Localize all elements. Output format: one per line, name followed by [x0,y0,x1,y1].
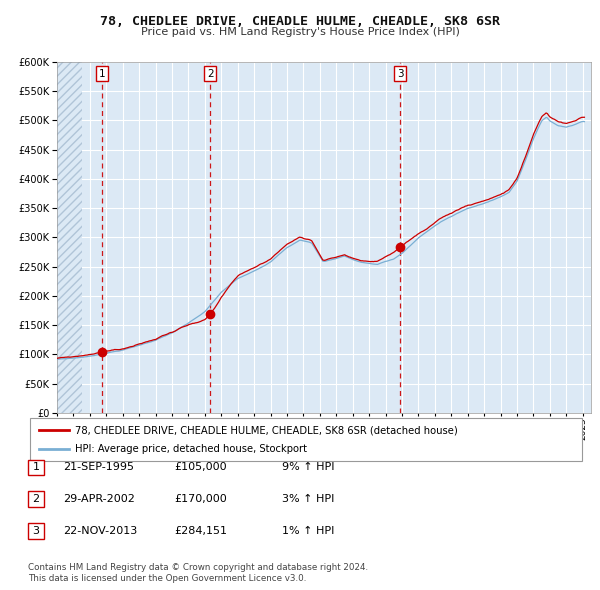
Text: 3: 3 [397,68,404,78]
Text: 21-SEP-1995: 21-SEP-1995 [63,463,134,472]
Text: 22-NOV-2013: 22-NOV-2013 [63,526,137,536]
Text: 9% ↑ HPI: 9% ↑ HPI [282,463,335,472]
Text: £170,000: £170,000 [174,494,227,504]
Text: 3: 3 [32,526,40,536]
Text: 2: 2 [207,68,214,78]
Text: £105,000: £105,000 [174,463,227,472]
Text: Price paid vs. HM Land Registry's House Price Index (HPI): Price paid vs. HM Land Registry's House … [140,27,460,37]
Bar [57,62,82,413]
Text: Contains HM Land Registry data © Crown copyright and database right 2024.: Contains HM Land Registry data © Crown c… [28,563,368,572]
Text: 1: 1 [98,68,105,78]
Text: HPI: Average price, detached house, Stockport: HPI: Average price, detached house, Stoc… [75,444,307,454]
Text: 1: 1 [32,463,40,472]
Text: £284,151: £284,151 [174,526,227,536]
Text: 29-APR-2002: 29-APR-2002 [63,494,135,504]
Text: 3% ↑ HPI: 3% ↑ HPI [282,494,334,504]
Text: This data is licensed under the Open Government Licence v3.0.: This data is licensed under the Open Gov… [28,574,307,583]
Text: 78, CHEDLEE DRIVE, CHEADLE HULME, CHEADLE, SK8 6SR (detached house): 78, CHEDLEE DRIVE, CHEADLE HULME, CHEADL… [75,425,458,435]
Text: 2: 2 [32,494,40,504]
Text: 78, CHEDLEE DRIVE, CHEADLE HULME, CHEADLE, SK8 6SR: 78, CHEDLEE DRIVE, CHEADLE HULME, CHEADL… [100,15,500,28]
Text: 1% ↑ HPI: 1% ↑ HPI [282,526,334,536]
